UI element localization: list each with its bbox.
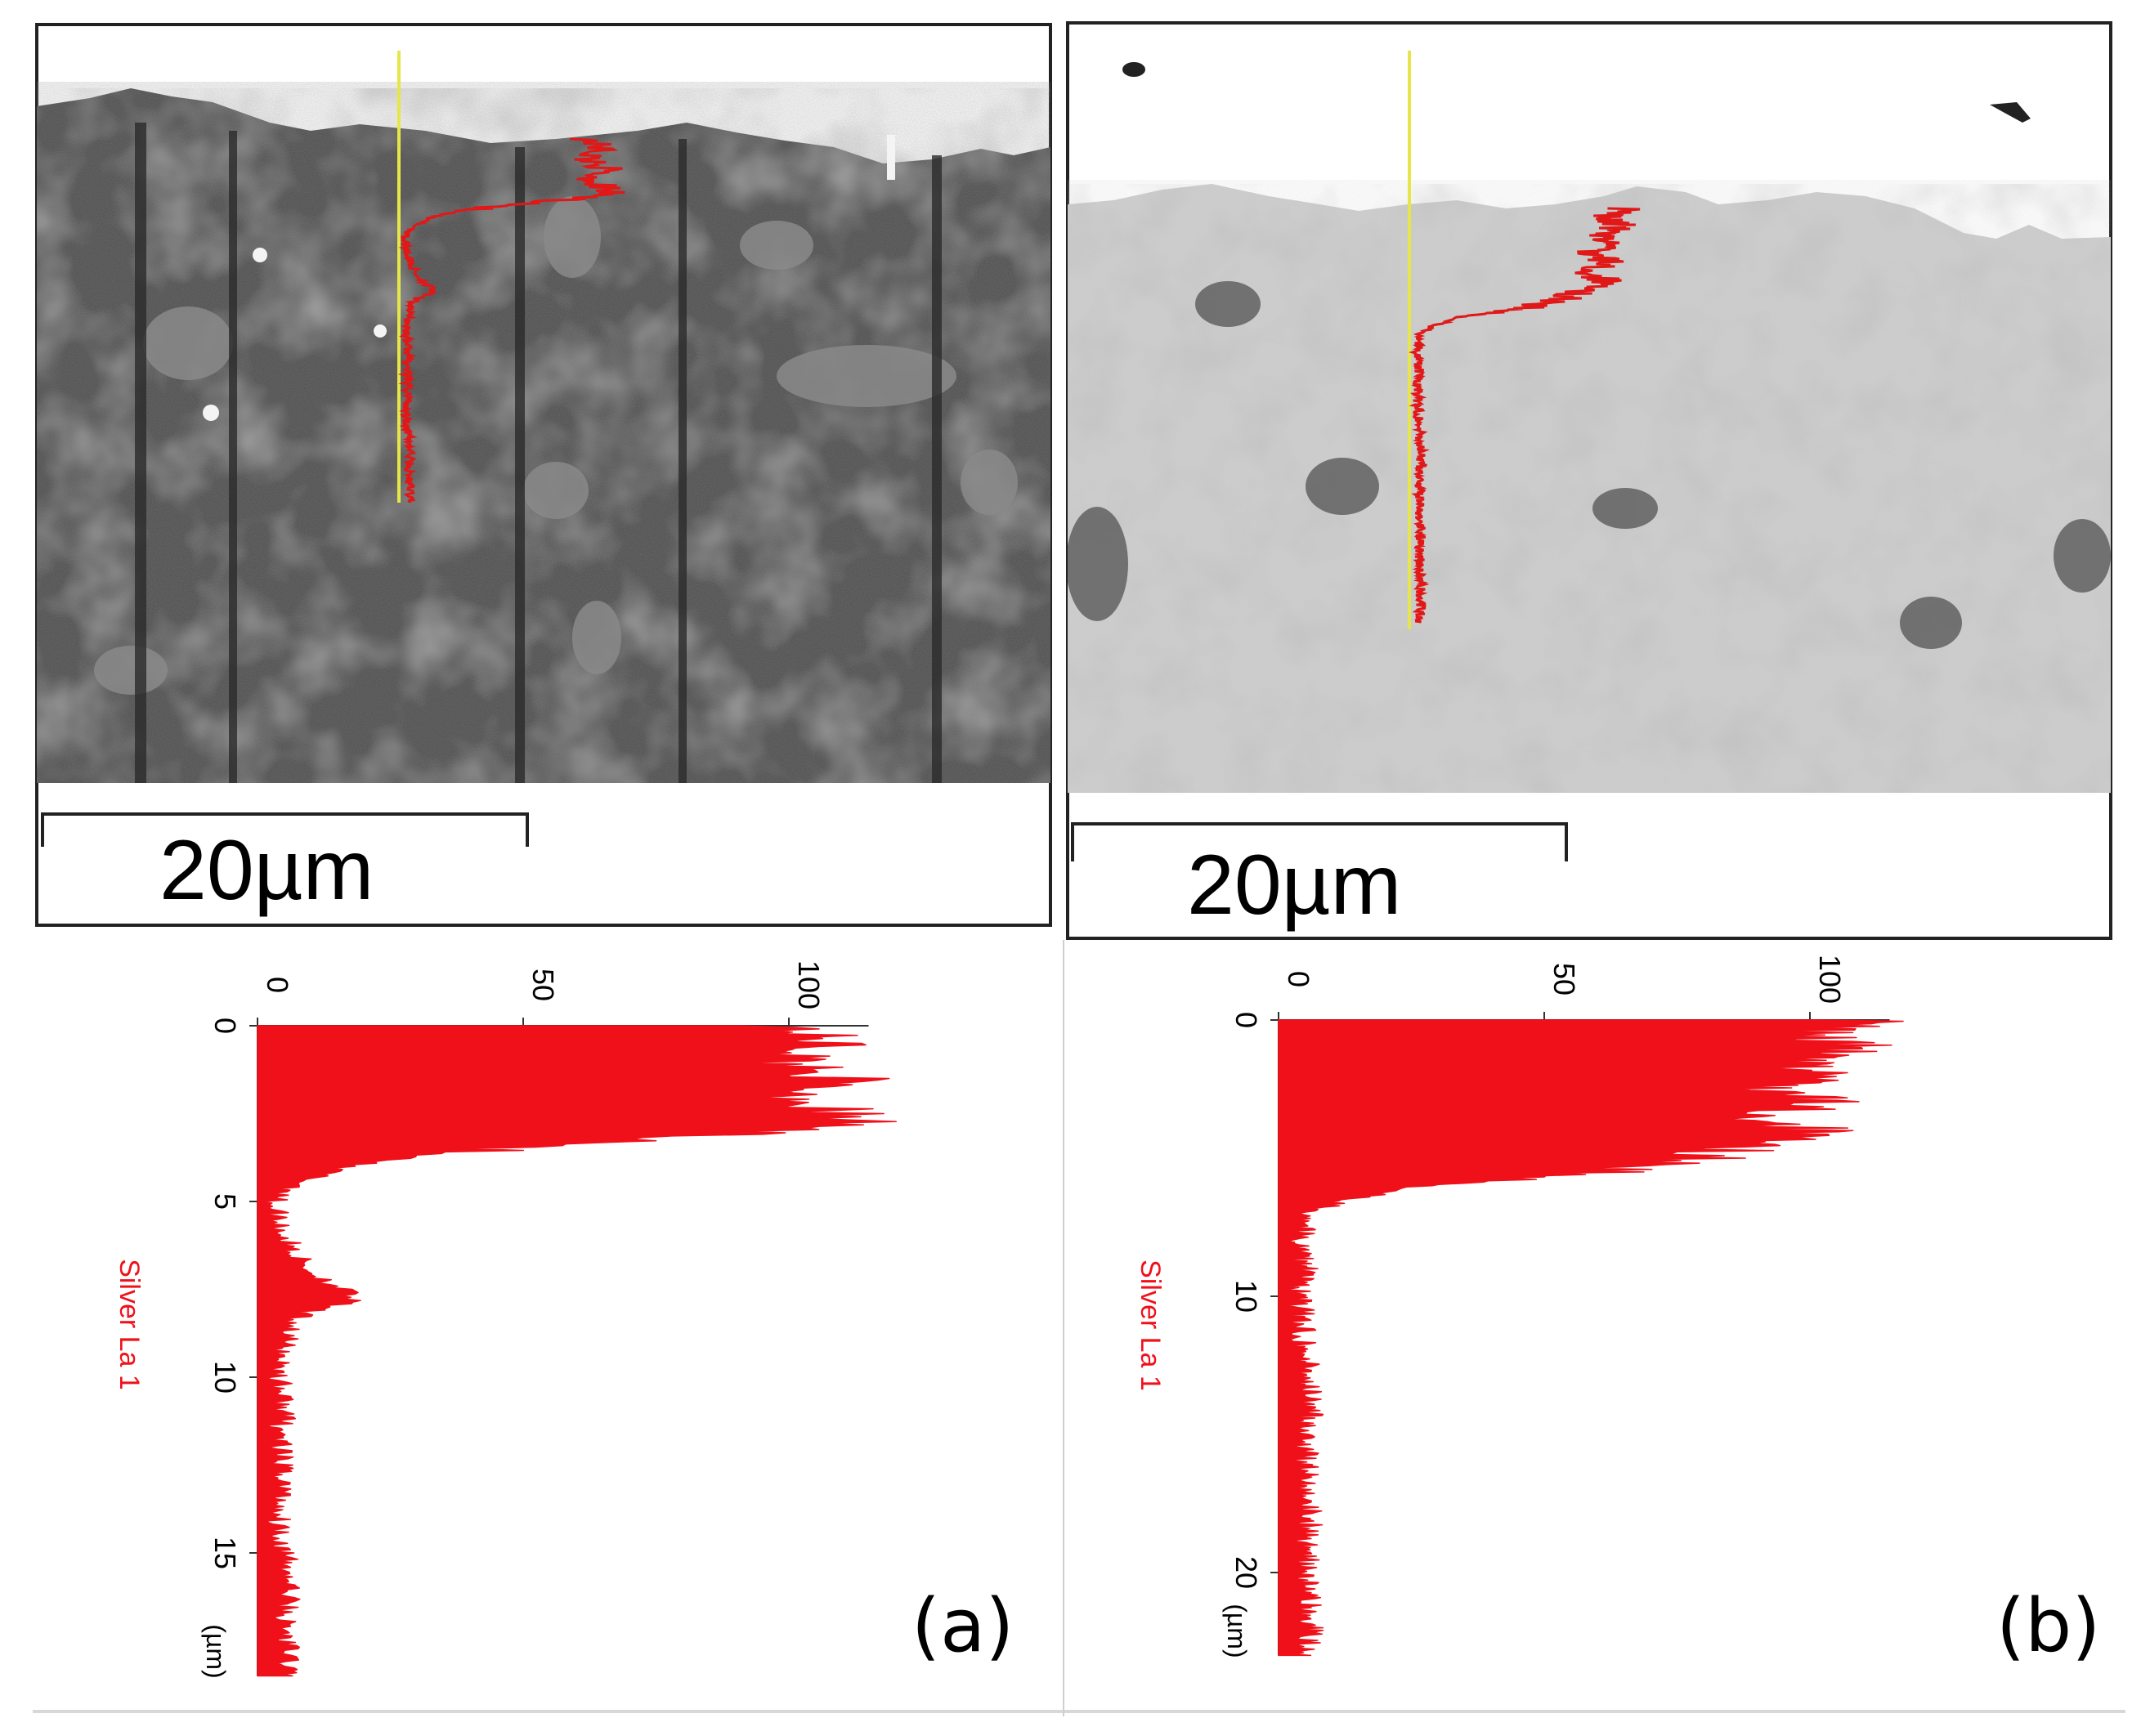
- profile-chart-a: 0 50 100 0 5 10 15 (µm) Silver La 1: [114, 960, 897, 1679]
- depth-tick-label-b: 0: [1230, 1012, 1263, 1028]
- micrograph-a: 20µm: [35, 23, 1052, 927]
- panel-b-svg: 20µm 0 50 100 0 10 20 (µm) Silver La 1 (b): [1066, 21, 2112, 1669]
- intensity-tick-label-b: 0: [1282, 971, 1315, 987]
- scale-bar-a-label: 20µm: [159, 823, 374, 918]
- profile-chart-b: 0 50 100 0 10 20 (µm) Silver La 1: [1135, 955, 1904, 1658]
- intensity-tick-label-b: 100: [1813, 955, 1847, 1004]
- panel-b: 20µm 0 50 100 0 10 20 (µm) Silver La 1 (b): [1064, 0, 2127, 1736]
- depth-tick-label-b: 10: [1230, 1280, 1263, 1313]
- scale-bar-b-label: 20µm: [1187, 838, 1401, 933]
- texture-grain-b: [1068, 180, 2111, 793]
- intensity-tick-label-a: 100: [792, 960, 826, 1009]
- texture-grain-a: [37, 82, 1050, 783]
- profile-area-a-silver-la1: [257, 1025, 897, 1677]
- depth-tick-label-b: 20: [1230, 1556, 1263, 1589]
- debris-b: [1122, 62, 2031, 123]
- particles-a: [94, 196, 1018, 695]
- micrograph-a-image: [37, 51, 1050, 783]
- depth-unit-label-a: (µm): [201, 1624, 231, 1678]
- profile-area-b-silver-la1: [1278, 1019, 1904, 1657]
- legend-label-a: Silver La 1: [114, 1259, 145, 1390]
- micrograph-b: 20µm: [1066, 21, 2112, 940]
- intensity-tick-label-a: 0: [261, 977, 294, 993]
- panel-label-a: (a): [911, 1583, 1014, 1669]
- scale-bar-a-line: [41, 812, 529, 847]
- intensity-tick-label-a: 50: [526, 969, 560, 1001]
- scan-profile-overlay-a: [397, 137, 625, 503]
- panel-label-b: (b): [1996, 1583, 2100, 1669]
- depth-tick-label-a: 5: [208, 1193, 242, 1210]
- panel-a-svg: 20µm 0 50 100 0 5 10 15 (µm) Silver La 1 (a): [35, 23, 1052, 1679]
- depth-tick-label-a: 0: [208, 1018, 242, 1034]
- depth-unit-label-b: (µm): [1222, 1604, 1252, 1658]
- scale-bar-b-line: [1071, 822, 1568, 861]
- stripes-a: [135, 123, 942, 783]
- panel-a: 20µm 0 50 100 0 5 10 15 (µm) Silver La 1 (a): [0, 0, 1063, 1736]
- scale-bar-a: 20µm: [41, 812, 529, 918]
- figure-bottom-rule: [33, 1710, 2125, 1713]
- panel-divider: [1063, 940, 1064, 1716]
- intensity-tick-label-b: 50: [1548, 963, 1581, 996]
- dark-inclusions-b: [1068, 281, 2111, 649]
- micrograph-b-image: [1068, 51, 2111, 793]
- scale-bar-b: 20µm: [1071, 822, 1568, 933]
- bright-specks-a: [203, 135, 895, 421]
- legend-label-b: Silver La 1: [1135, 1259, 1166, 1391]
- scan-profile-overlay-b: [1409, 207, 1641, 624]
- depth-tick-label-a: 15: [208, 1537, 242, 1569]
- depth-tick-label-a: 10: [208, 1361, 242, 1394]
